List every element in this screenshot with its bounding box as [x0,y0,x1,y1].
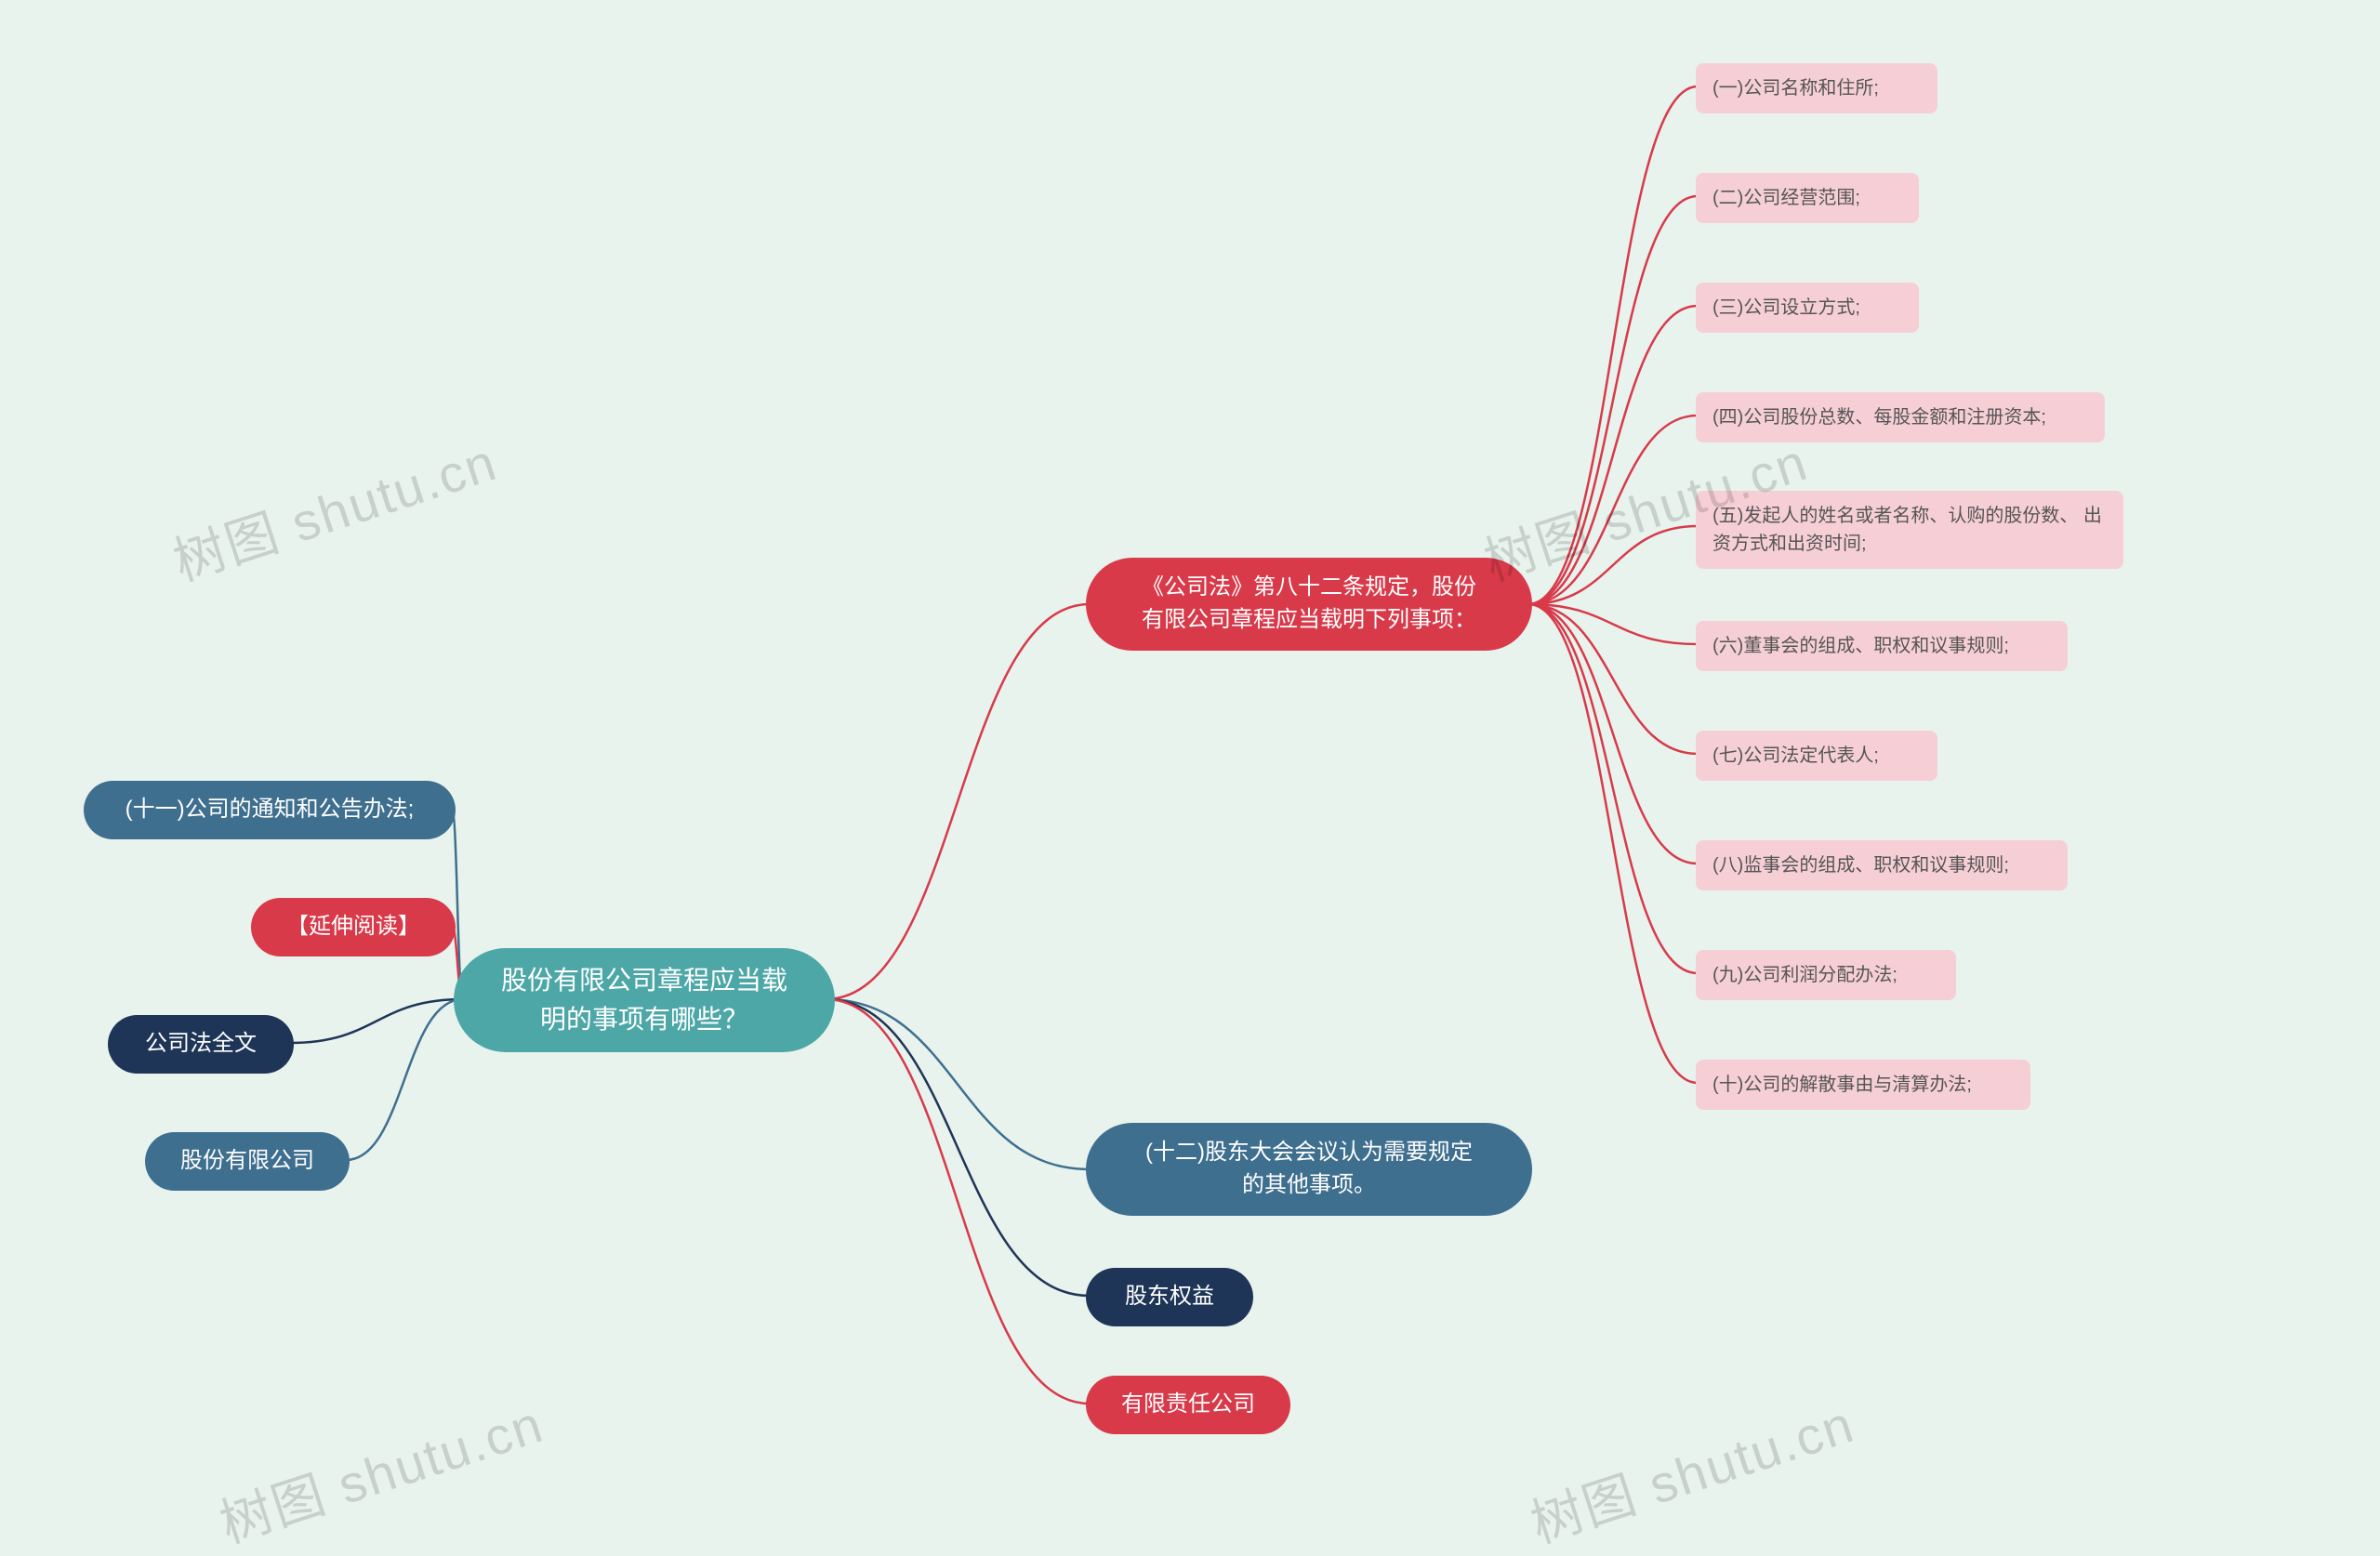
connector [1528,604,1698,864]
l1-node[interactable]: (十一)公司的通知和公告办法; [84,781,456,839]
c10-leaf[interactable]: (十)公司的解散事由与清算办法; [1696,1060,2030,1110]
c7-leaf[interactable]: (七)公司法定代表人; [1696,731,1937,781]
connector [452,809,463,999]
watermark: 树图 shutu.cn [1474,420,1817,596]
c9-leaf[interactable]: (九)公司利润分配办法; [1696,950,1956,1000]
b2-node[interactable]: (十二)股东大会会议认为需要规定 的其他事项。 [1086,1123,1532,1216]
connector [826,999,1090,1404]
watermark: 树图 shutu.cn [1520,1382,1863,1556]
l3-node[interactable]: 公司法全文 [108,1015,294,1074]
watermark: 树图 shutu.cn [163,420,506,596]
c2-leaf[interactable]: (二)公司经营范围; [1696,173,1919,223]
c1-leaf[interactable]: (一)公司名称和住所; [1696,63,1937,113]
connector [346,999,463,1160]
l2-node[interactable]: 【延伸阅读】 [251,898,456,956]
b1-node[interactable]: 《公司法》第八十二条规定，股份 有限公司章程应当载明下列事项： [1086,558,1532,651]
root-node[interactable]: 股份有限公司章程应当载 明的事项有哪些？ [454,948,835,1052]
connector [1528,604,1698,754]
mindmap-canvas: 股份有限公司章程应当载 明的事项有哪些？ 《公司法》第八十二条规定，股份 有限公司… [0,0,2380,1556]
connector [826,999,1090,1296]
b4-node[interactable]: 有限责任公司 [1086,1376,1290,1434]
connector [1528,604,1698,644]
connector [290,999,463,1043]
connector [1528,604,1698,973]
c8-leaf[interactable]: (八)监事会的组成、职权和议事规则; [1696,840,2068,890]
connector [826,604,1090,999]
connector [826,999,1090,1169]
b3-node[interactable]: 股东权益 [1086,1268,1253,1326]
l4-node[interactable]: 股份有限公司 [145,1132,350,1191]
c6-leaf[interactable]: (六)董事会的组成、职权和议事规则; [1696,621,2068,671]
connector [1528,604,1698,1083]
c3-leaf[interactable]: (三)公司设立方式; [1696,283,1919,333]
watermark: 树图 shutu.cn [209,1382,552,1556]
